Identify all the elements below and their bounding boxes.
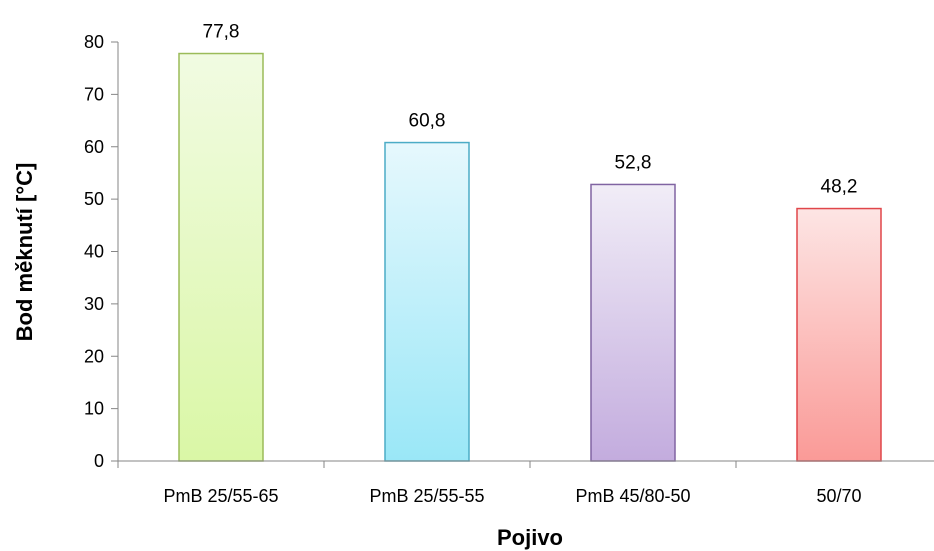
x-axis-title: Pojivo [497,525,563,550]
x-ticks: PmB 25/55-65 PmB 25/55-55 PmB 45/80-50 50/7… [117,461,862,506]
data-label: 77,8 [203,22,240,43]
y-axis-title: Bod měknutí [°C] [12,163,37,342]
y-tick-label: 70 [84,84,104,104]
data-labels: 77,8 60,8 52,8 48,2 [203,22,858,198]
x-tick-label: PmB 45/80-50 [575,486,690,506]
data-label: 60,8 [409,111,446,132]
bars-layer [178,52,882,462]
bar [796,207,882,462]
bar [178,52,264,462]
y-tick-label: 0 [94,451,104,471]
y-tick-label: 30 [84,294,104,314]
x-tick-label: PmB 25/55-55 [369,486,484,506]
bar [590,183,676,462]
bar [384,141,470,462]
y-ticks: 0 10 20 30 40 50 60 70 80 [84,32,118,471]
x-tick-label: PmB 25/55-65 [163,486,278,506]
x-tick-label: 50/70 [816,486,861,506]
y-tick-label: 80 [84,32,104,52]
data-label: 48,2 [821,177,858,198]
y-tick-label: 50 [84,189,104,209]
y-tick-label: 40 [84,242,104,262]
y-tick-label: 10 [84,399,104,419]
y-tick-label: 60 [84,137,104,157]
y-tick-label: 20 [84,346,104,366]
data-label: 52,8 [615,152,652,173]
